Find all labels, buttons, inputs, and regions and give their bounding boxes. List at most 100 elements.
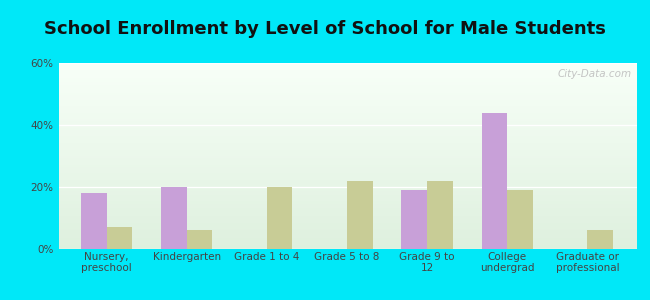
Bar — [58, 124, 637, 126]
Bar — [266, 187, 292, 249]
Bar — [161, 187, 187, 249]
Bar — [58, 150, 637, 152]
Bar — [58, 186, 637, 188]
Bar — [58, 82, 637, 83]
Bar — [58, 184, 637, 186]
Bar — [58, 195, 637, 197]
Bar — [58, 94, 637, 97]
Bar — [58, 225, 637, 227]
Bar — [58, 111, 637, 113]
Bar — [58, 69, 637, 70]
Bar — [58, 102, 637, 104]
Bar — [58, 167, 637, 169]
Bar — [58, 148, 637, 150]
Bar — [58, 89, 637, 91]
Text: School Enrollment by Level of School for Male Students: School Enrollment by Level of School for… — [44, 20, 606, 38]
Bar — [58, 98, 637, 100]
Bar — [58, 188, 637, 190]
Bar — [427, 181, 452, 249]
Bar — [58, 164, 637, 165]
Bar — [58, 117, 637, 119]
Bar — [58, 176, 637, 178]
Bar — [107, 227, 132, 249]
Bar — [58, 218, 637, 219]
Bar — [58, 78, 637, 80]
Bar — [58, 201, 637, 203]
Bar — [58, 106, 637, 108]
Bar — [187, 230, 213, 249]
Bar — [58, 154, 637, 156]
Bar — [81, 193, 107, 249]
Bar — [58, 206, 637, 208]
Bar — [58, 178, 637, 180]
Bar — [58, 212, 637, 214]
Bar — [58, 145, 637, 147]
Bar — [58, 182, 637, 184]
Bar — [58, 121, 637, 122]
Bar — [58, 70, 637, 72]
Bar — [58, 143, 637, 145]
Bar — [58, 67, 637, 69]
Bar — [58, 210, 637, 212]
Bar — [58, 76, 637, 78]
Bar — [58, 232, 637, 234]
Bar — [588, 230, 613, 249]
Bar — [58, 242, 637, 243]
Bar — [58, 115, 637, 117]
Bar — [58, 160, 637, 162]
Bar — [58, 83, 637, 85]
Bar — [58, 245, 637, 247]
Bar — [58, 247, 637, 249]
Bar — [58, 158, 637, 160]
Bar — [58, 63, 637, 65]
Bar — [58, 180, 637, 182]
Bar — [58, 173, 637, 175]
Bar — [58, 240, 637, 242]
Bar — [58, 156, 637, 158]
Bar — [58, 108, 637, 109]
Bar — [58, 190, 637, 191]
Bar — [58, 126, 637, 128]
Bar — [402, 190, 427, 249]
Bar — [58, 119, 637, 121]
Bar — [58, 128, 637, 130]
Bar — [58, 122, 637, 124]
Bar — [58, 132, 637, 134]
Bar — [58, 87, 637, 89]
Bar — [58, 202, 637, 204]
Bar — [58, 104, 637, 106]
Bar — [507, 190, 533, 249]
Bar — [58, 199, 637, 201]
Bar — [58, 197, 637, 199]
Bar — [58, 136, 637, 137]
Bar — [58, 137, 637, 139]
Bar — [58, 162, 637, 164]
Bar — [58, 215, 637, 217]
Bar — [58, 169, 637, 171]
Bar — [58, 65, 637, 67]
Bar — [58, 72, 637, 74]
Bar — [482, 112, 507, 249]
Bar — [58, 152, 637, 154]
Bar — [58, 214, 637, 215]
Bar — [58, 223, 637, 225]
Bar — [58, 243, 637, 245]
Bar — [58, 141, 637, 143]
Bar — [58, 208, 637, 210]
Bar — [58, 175, 637, 176]
Bar — [58, 134, 637, 136]
Bar — [58, 80, 637, 82]
Bar — [58, 147, 637, 148]
Bar — [58, 229, 637, 230]
Bar — [58, 236, 637, 238]
Bar — [58, 93, 637, 94]
Bar — [58, 165, 637, 167]
Bar — [58, 221, 637, 223]
Bar — [58, 74, 637, 76]
Bar — [58, 227, 637, 229]
Bar — [58, 191, 637, 193]
Bar — [58, 85, 637, 87]
Bar — [58, 139, 637, 141]
Bar — [58, 113, 637, 115]
Bar — [58, 230, 637, 232]
